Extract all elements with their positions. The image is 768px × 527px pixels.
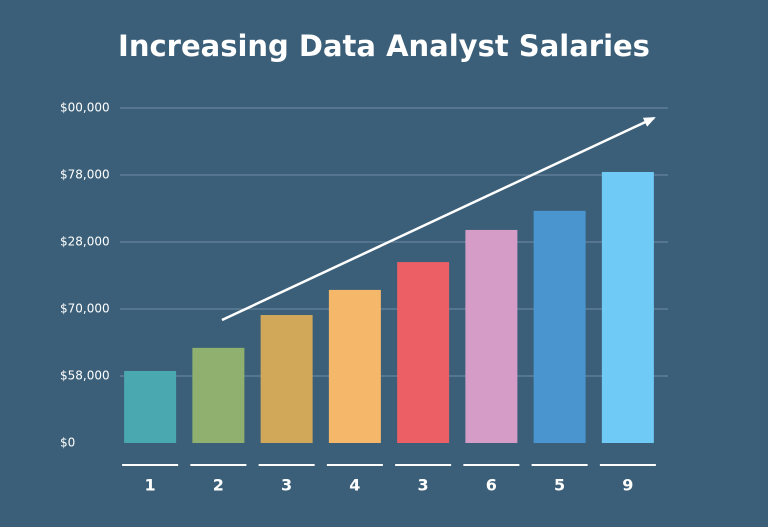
y-tick-label: $00,000	[60, 101, 110, 115]
y-tick-label: $58,000	[60, 369, 110, 383]
y-tick-label: $70,000	[60, 302, 110, 316]
bar	[601, 171, 654, 444]
bar	[192, 347, 245, 443]
x-tick-label: 1	[145, 476, 156, 495]
x-tick-label: 5	[554, 476, 565, 495]
bar	[124, 370, 177, 443]
y-tick-label: $28,000	[60, 235, 110, 249]
x-tick-label: 2	[213, 476, 224, 495]
x-tick-label: 9	[622, 476, 633, 495]
x-tick-label: 6	[486, 476, 497, 495]
bar	[397, 262, 450, 443]
bar	[533, 210, 586, 443]
chart-title: Increasing Data Analyst Salaries	[118, 29, 650, 63]
bar	[260, 315, 313, 443]
x-tick-label: 4	[349, 476, 360, 495]
bar	[328, 289, 381, 443]
x-tick-label: 3	[418, 476, 429, 495]
bars: 1 2 3 4 3 6 5 9	[122, 171, 656, 495]
bar	[465, 229, 518, 443]
trend-arrow	[221, 116, 656, 322]
y-tick-label: $78,000	[60, 168, 110, 182]
grid: $0 $58,000 $70,000 $28,000 $78,000 $00,000	[60, 101, 668, 450]
y-tick-label: $0	[60, 436, 75, 450]
x-tick-label: 3	[281, 476, 292, 495]
